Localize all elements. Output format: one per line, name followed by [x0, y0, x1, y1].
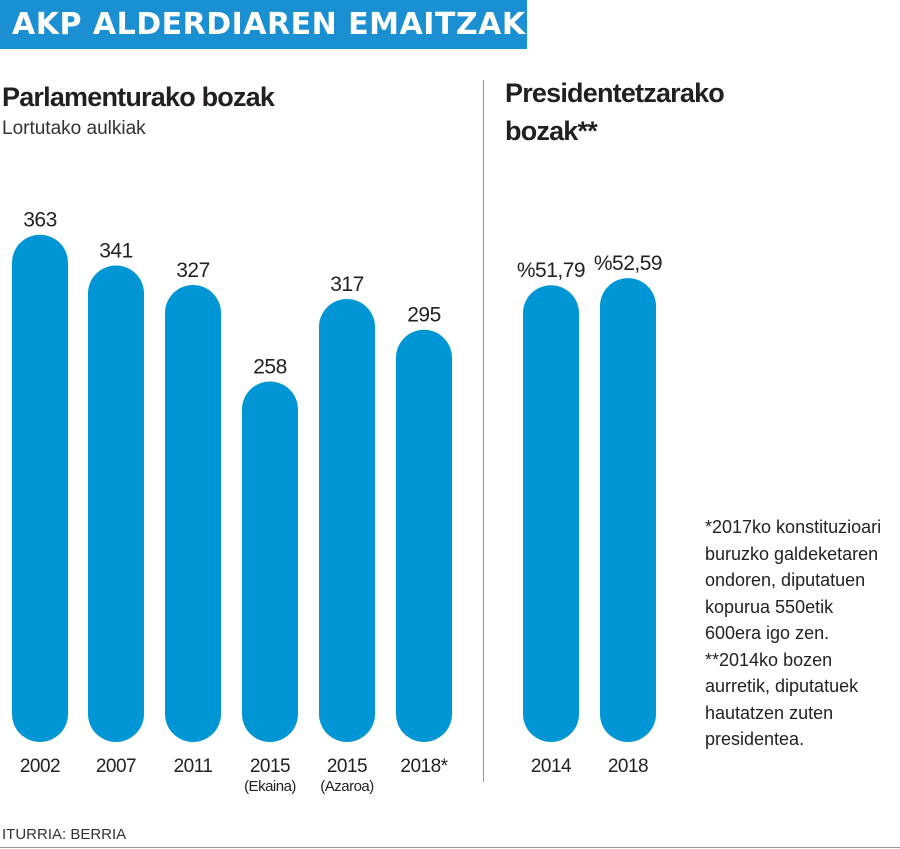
parliament-bar [165, 285, 221, 742]
parliament-chart-title: Parlamenturako bozak [2, 82, 275, 112]
parliament-value-label: 295 [407, 304, 441, 327]
presidential-year-label: 2018 [608, 756, 648, 777]
parliament-year-label: 2015 [250, 756, 290, 777]
presidential-bar [523, 285, 579, 742]
footnote-line: buruzko galdeketaren [705, 543, 879, 564]
chart-divider [483, 80, 484, 782]
presidential-chart-title: Presidentetzarako bozak** [505, 74, 805, 150]
parliament-sublabel: (Ekaina) [244, 778, 296, 795]
presidential-value-label: %52,59 [594, 252, 662, 275]
source-credit: ITURRIA: BERRIA [2, 826, 127, 843]
presidential-year-label: 2014 [531, 756, 572, 777]
presidential-bar [600, 278, 656, 742]
footnote-line: hautatzen zuten [705, 702, 834, 723]
footnote-line: 600era igo zen. [705, 623, 830, 643]
footnote-line: ondoren, diputatuen [705, 570, 866, 590]
footnote-line: **2014ko bozen [705, 649, 833, 670]
parliament-value-label: 317 [330, 273, 364, 296]
parliament-bar [242, 381, 298, 742]
parliament-year-label: 2007 [96, 756, 136, 777]
parliament-bar [319, 298, 375, 742]
presidential-value-label: %51,79 [517, 259, 585, 282]
parliament-sublabel: (Azaroa) [320, 778, 374, 795]
parliament-value-label: 327 [176, 259, 210, 282]
header-banner: AKP ALDERDIAREN EMAITZAK [0, 0, 527, 49]
footnote-line: kopurua 550etik [705, 596, 834, 617]
parliament-value-label: 363 [23, 209, 57, 232]
parliament-bar [396, 329, 452, 742]
parliament-year-label: 2015 [327, 756, 367, 777]
parliament-value-label: 341 [99, 239, 133, 262]
bottom-rule [0, 847, 900, 848]
parliament-year-label: 2018* [400, 756, 448, 777]
parliament-chart-subtitle: Lortutako aulkiak [2, 118, 146, 139]
parliament-year-label: 2011 [174, 756, 213, 777]
footnote: *2017ko konstituzioari buruzko galdeketa… [705, 514, 900, 753]
presidential-title-line-1: Presidentetzarako [505, 78, 725, 108]
footnote-line: presidentea. [705, 729, 805, 749]
presidential-title-line-2: bozak** [505, 116, 598, 146]
header-title: AKP ALDERDIAREN EMAITZAK [12, 7, 526, 42]
footnote-line: *2017ko konstituzioari [705, 517, 882, 537]
parliament-value-label: 258 [253, 355, 287, 378]
parliament-bar [12, 234, 68, 742]
footnote-line: aurretik, diputatuek [705, 676, 859, 696]
parliament-bar [88, 265, 144, 742]
parliament-year-label: 2002 [20, 756, 60, 777]
